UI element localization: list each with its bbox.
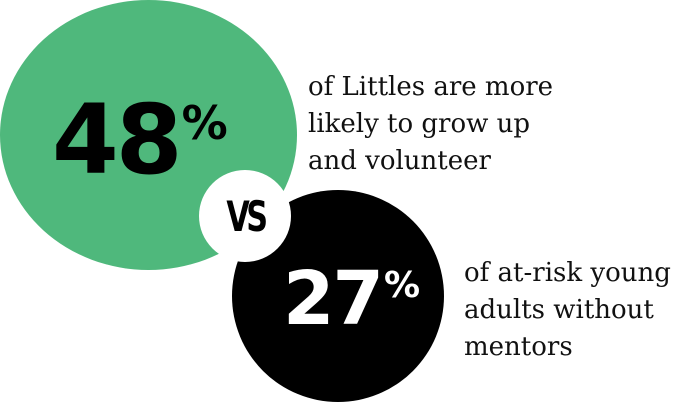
stat-littles-number: 48 [52, 84, 183, 196]
stat-at-risk-number: 27 [283, 256, 384, 342]
stat-at-risk-caption: of at-risk young adults without mentors [464, 258, 671, 362]
stat-littles-percent-sign: % [181, 96, 228, 150]
stat-littles-caption: of Littles are more likely to grow up an… [308, 72, 554, 176]
stat-littles-value: 48% [52, 84, 228, 196]
stat-at-risk-value: 27% [283, 256, 420, 342]
vs-badge: VS [199, 170, 291, 262]
vs-label: VS [225, 191, 268, 241]
stat-at-risk-percent-sign: % [383, 265, 420, 306]
